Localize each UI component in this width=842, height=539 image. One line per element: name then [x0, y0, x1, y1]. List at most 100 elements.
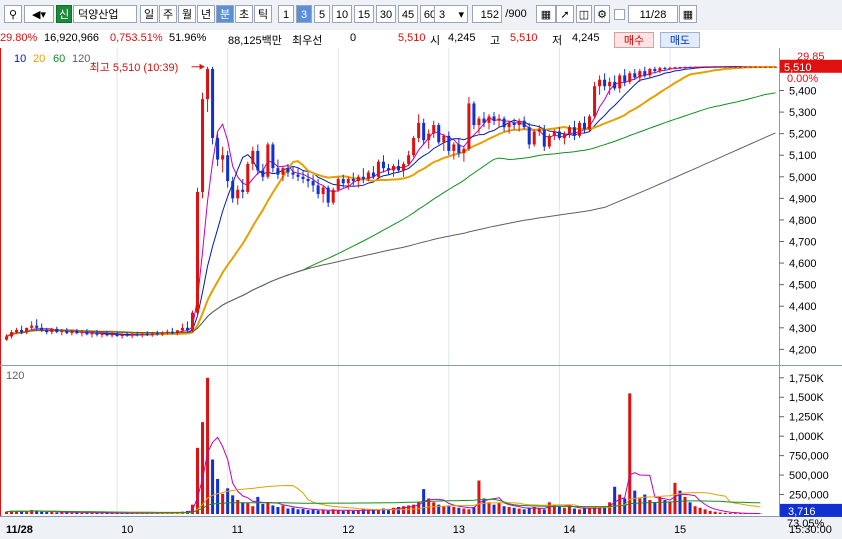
count-field[interactable]: 152	[472, 5, 502, 23]
calendar-icon[interactable]: ▦	[679, 5, 697, 23]
interval-select[interactable]: 3 ▾	[434, 5, 468, 23]
candle	[251, 150, 255, 164]
buy-button[interactable]: 매수	[614, 32, 654, 48]
volume-bar	[211, 459, 215, 514]
volume-bar	[351, 510, 355, 514]
last-volume-box	[780, 503, 842, 517]
volume-bar	[693, 506, 697, 514]
draw-tool-icon[interactable]: ➚	[556, 5, 574, 23]
volume-bar	[195, 447, 200, 514]
candle	[35, 325, 39, 328]
candle	[758, 66, 762, 68]
volume-bar	[432, 502, 436, 514]
candle	[331, 189, 335, 203]
candle	[301, 176, 305, 179]
candle	[638, 71, 642, 78]
volume-bar	[658, 496, 662, 514]
candle	[20, 329, 24, 333]
candle	[291, 172, 295, 175]
volume-bar	[10, 510, 14, 514]
candle	[381, 161, 385, 169]
candle	[668, 67, 672, 69]
sell-button[interactable]: 매도	[660, 32, 700, 48]
price-tick-label: 4,400	[789, 301, 817, 313]
minute-option-45[interactable]: 45	[398, 5, 418, 23]
tab-minute[interactable]: 분	[216, 5, 234, 23]
tab-day[interactable]: 일	[140, 5, 158, 23]
volume-bar	[588, 508, 592, 514]
volume-bar	[472, 506, 476, 514]
candle	[708, 66, 712, 68]
volume-bar	[276, 506, 280, 514]
volume-bar	[452, 506, 456, 514]
volume-bar	[80, 512, 84, 514]
volume-bar	[356, 510, 360, 514]
candle	[753, 66, 757, 68]
candle	[462, 148, 466, 154]
candle	[45, 329, 49, 333]
candle	[588, 116, 592, 130]
tab-year[interactable]: 년	[197, 5, 215, 23]
candle	[175, 330, 179, 334]
tab-week[interactable]: 주	[159, 5, 177, 23]
volume-bar	[567, 506, 571, 514]
tab-second[interactable]: 초	[235, 5, 253, 23]
candle	[557, 131, 561, 138]
speaker-icon[interactable]: ◀▾	[24, 5, 54, 23]
candle	[170, 331, 174, 334]
volume-bar	[392, 507, 396, 514]
candle	[497, 118, 501, 121]
date-label: 14	[563, 524, 575, 536]
volume-bar	[492, 504, 496, 514]
volume-bar	[221, 493, 225, 514]
date-axis-bar	[0, 516, 842, 539]
candle	[356, 176, 360, 182]
candle	[321, 187, 325, 195]
date-field[interactable]: 11/28	[628, 5, 678, 23]
volume-bar	[341, 510, 345, 514]
minute-option-30[interactable]: 30	[376, 5, 396, 23]
volume-value: 16,920,966	[44, 32, 100, 44]
candle	[698, 66, 702, 68]
volume-bar	[527, 507, 531, 514]
volume-bar	[256, 496, 260, 514]
minute-option-15[interactable]: 15	[354, 5, 374, 23]
save-icon[interactable]: ◫	[576, 5, 592, 23]
minute-option-5[interactable]: 5	[314, 5, 330, 23]
candle	[95, 333, 99, 335]
high-label: 고	[490, 35, 501, 47]
volume-bar	[638, 498, 642, 514]
volume-bar	[462, 508, 466, 514]
volume-bar	[678, 490, 682, 514]
candle-type-icon[interactable]: ▦	[536, 5, 556, 23]
candle	[492, 116, 496, 121]
volume-bar	[251, 506, 255, 514]
volume-bar	[115, 513, 119, 514]
candle	[547, 135, 551, 147]
minute-option-3[interactable]: 3	[296, 5, 312, 23]
minute-option-1[interactable]: 1	[278, 5, 294, 23]
date-checkbox[interactable]	[614, 9, 625, 20]
volume-bar	[442, 506, 446, 514]
chart-canvas[interactable]: 4,200 4,300 4,400 4,500 4,600 4,700 4,800 4,900…	[0, 48, 842, 539]
candle	[65, 331, 69, 334]
low-price: 4,245	[572, 32, 600, 44]
tab-month[interactable]: 월	[178, 5, 196, 23]
candle	[748, 66, 752, 68]
volume-bar	[733, 513, 737, 514]
gear-icon[interactable]: ⚙	[594, 5, 610, 23]
stock-name-field[interactable]: 덕양산업	[73, 5, 137, 23]
volume-bar	[512, 507, 516, 514]
tab-tick[interactable]: 틱	[254, 5, 272, 23]
search-icon[interactable]: ⚲	[4, 5, 22, 23]
minute-option-10[interactable]: 10	[332, 5, 352, 23]
volume-bar	[371, 509, 375, 514]
candle	[180, 327, 184, 331]
volume-bar	[668, 501, 672, 514]
volume-bar	[487, 502, 491, 514]
candle	[160, 332, 164, 335]
candle	[316, 185, 320, 195]
volume-bar	[698, 507, 702, 514]
volume-bar	[361, 509, 365, 514]
volume-tick-label: 1,250K	[789, 412, 825, 424]
